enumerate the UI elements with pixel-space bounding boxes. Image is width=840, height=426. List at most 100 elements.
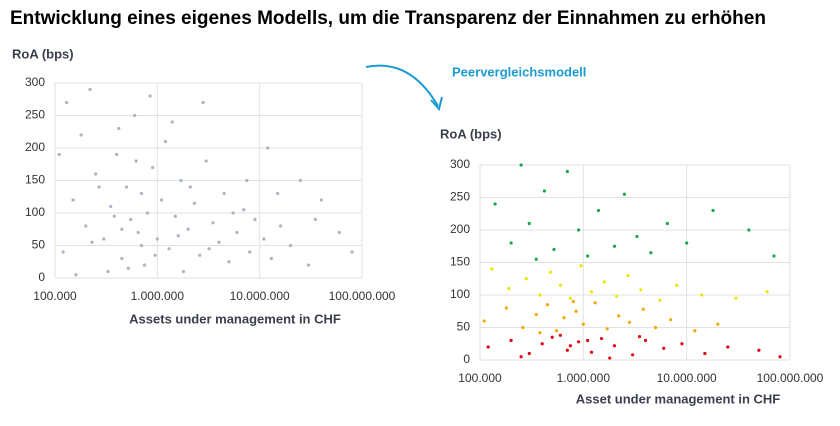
point <box>155 237 159 241</box>
point <box>685 241 689 245</box>
point <box>337 230 341 235</box>
arrow <box>365 64 439 107</box>
point <box>204 159 208 163</box>
point <box>608 356 612 360</box>
point <box>198 253 202 257</box>
point <box>192 201 196 205</box>
x-axis-label: Assets under management in CHF <box>129 311 341 326</box>
point <box>176 234 180 238</box>
y-tick-label: 150 <box>450 255 470 269</box>
point <box>288 243 293 248</box>
x-axis-label: Asset under management in CHF <box>576 391 780 406</box>
point <box>115 152 119 157</box>
point <box>163 139 168 144</box>
point <box>734 296 738 300</box>
y-axis-label: RoA (bps) <box>12 46 74 61</box>
point <box>627 320 632 324</box>
point <box>579 264 583 268</box>
point <box>581 322 585 326</box>
point <box>124 185 129 189</box>
point <box>148 94 152 98</box>
point <box>711 208 715 213</box>
point <box>519 355 523 359</box>
point <box>227 260 231 264</box>
x-tick-label: 100.000.000 <box>329 289 396 303</box>
point <box>269 256 273 261</box>
y-tick-label: 100 <box>450 287 470 301</box>
point <box>612 344 617 348</box>
point <box>700 293 704 297</box>
point <box>167 247 171 251</box>
point <box>703 351 707 356</box>
point <box>153 253 157 257</box>
point <box>558 283 563 287</box>
point <box>493 202 497 206</box>
point <box>765 290 769 294</box>
annotation: Peervergleichsmodell <box>452 64 586 79</box>
point <box>641 307 645 311</box>
x-tick-label: 100.000 <box>458 371 502 385</box>
point <box>306 263 311 267</box>
point <box>545 303 550 307</box>
point <box>554 329 559 333</box>
point <box>486 345 490 349</box>
point <box>637 335 642 339</box>
point <box>188 185 192 189</box>
point <box>589 290 594 294</box>
point <box>602 280 607 284</box>
point <box>133 113 137 118</box>
point <box>482 319 486 323</box>
point <box>534 312 538 317</box>
point <box>106 269 110 274</box>
x-tick-label: 10.000.000 <box>230 289 290 303</box>
x-tick-label: 1.000.000 <box>131 289 185 303</box>
point <box>669 318 673 322</box>
point <box>593 301 597 305</box>
point <box>117 126 121 131</box>
point <box>626 273 630 278</box>
point <box>534 257 538 261</box>
point <box>248 250 252 254</box>
point <box>605 327 609 331</box>
arrow-head <box>430 96 443 112</box>
point <box>245 178 249 183</box>
point <box>126 266 130 270</box>
point <box>142 263 147 267</box>
point <box>94 172 98 176</box>
point <box>538 331 542 335</box>
point <box>615 294 619 298</box>
point <box>71 198 75 202</box>
point <box>139 243 144 248</box>
point <box>617 314 621 318</box>
point <box>120 256 124 261</box>
point <box>507 286 511 291</box>
point <box>527 221 531 226</box>
point <box>179 178 183 183</box>
point <box>662 346 666 350</box>
point <box>151 165 155 170</box>
y-tick-label: 0 <box>463 352 470 366</box>
point <box>577 228 581 232</box>
point <box>298 178 302 183</box>
point <box>586 254 590 258</box>
point <box>490 267 494 271</box>
point <box>521 325 525 330</box>
point <box>222 191 226 196</box>
point <box>658 298 662 302</box>
point <box>235 230 239 235</box>
point <box>79 133 83 137</box>
point <box>778 355 782 359</box>
point <box>524 277 528 281</box>
point <box>665 221 669 226</box>
y-tick-label: 200 <box>450 222 470 236</box>
point <box>145 211 150 215</box>
point <box>631 353 635 357</box>
point <box>276 191 280 196</box>
point <box>747 228 751 232</box>
point <box>571 299 575 304</box>
y-tick-label: 50 <box>457 320 471 334</box>
point <box>772 254 776 258</box>
point <box>266 146 270 150</box>
point <box>186 227 190 231</box>
